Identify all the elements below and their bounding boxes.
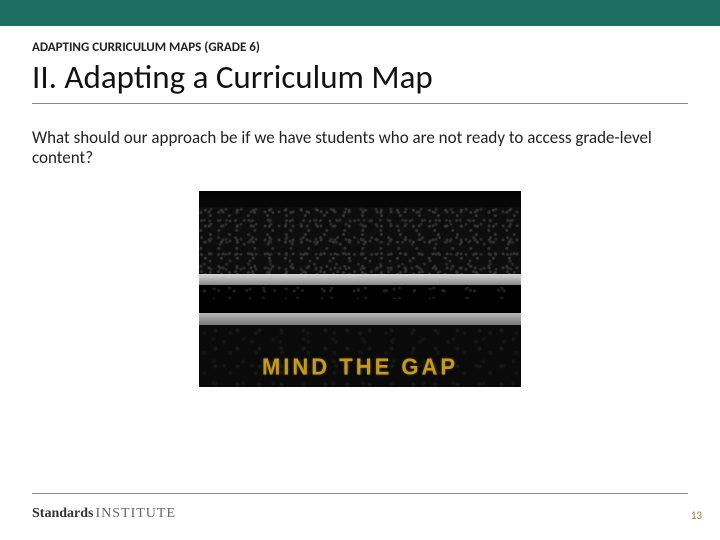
footer-logo-light: INSTITUTE — [95, 506, 176, 521]
mind-the-gap-graphic: MIND THE GAP — [199, 191, 521, 387]
footer-logo: StandardsINSTITUTE — [32, 506, 176, 522]
page-number: 13 — [691, 509, 702, 522]
accent-top-bar — [0, 0, 720, 26]
illustration-image: MIND THE GAP — [199, 191, 521, 387]
slide-kicker: ADAPTING CURRICULUM MAPS (GRADE 6) — [32, 40, 720, 55]
slide-title: II. Adapting a Curriculum Map — [32, 59, 720, 95]
title-underline — [32, 103, 688, 104]
footer-logo-bold: Standards — [32, 506, 93, 521]
slide-body-text: What should our approach be if we have s… — [32, 128, 688, 167]
footer-divider — [32, 493, 688, 494]
image-caption-text: MIND THE GAP — [199, 353, 521, 380]
